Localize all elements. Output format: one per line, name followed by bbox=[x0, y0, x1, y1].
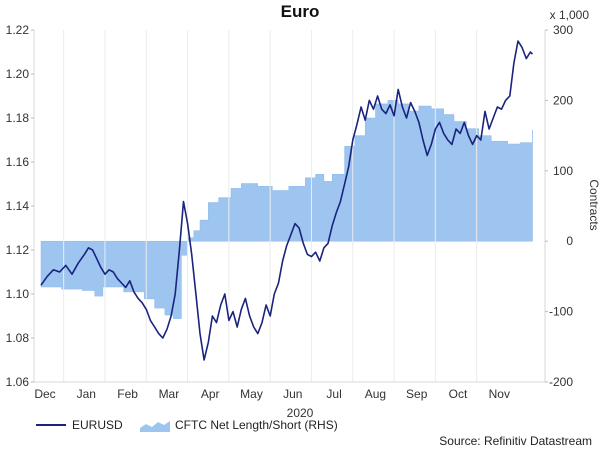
right-tick-label: 200 bbox=[553, 93, 573, 107]
month-tick-label: Jan bbox=[77, 387, 96, 401]
source-note: Source: Refinitiv Datastream bbox=[439, 434, 592, 448]
legend-area-swatch bbox=[140, 421, 170, 432]
month-tick-label: Apr bbox=[201, 387, 220, 401]
left-tick-label: 1.10 bbox=[6, 287, 30, 301]
month-tick-label: May bbox=[240, 387, 263, 401]
left-tick-label: 1.22 bbox=[6, 23, 30, 37]
grid-layer bbox=[63, 30, 478, 382]
month-tick-label: Nov bbox=[489, 387, 510, 401]
right-tick-label: 300 bbox=[553, 23, 573, 37]
cftc-area-layer bbox=[40, 100, 533, 319]
right-tick-label: -100 bbox=[549, 305, 573, 319]
month-axis-ticks: Dec Jan Feb Mar Apr May Jun Jul Aug Sep Oct Nov bbox=[34, 387, 510, 401]
right-tick-label: 0 bbox=[566, 234, 573, 248]
month-tick-label: Aug bbox=[365, 387, 386, 401]
month-tick-label: Dec bbox=[34, 387, 55, 401]
eurusd-line-layer bbox=[40, 40, 534, 361]
month-tick-label: Jun bbox=[283, 387, 302, 401]
right-axis-title: Contracts bbox=[587, 179, 600, 230]
month-tick-label: Feb bbox=[117, 387, 138, 401]
month-tick-label: Mar bbox=[159, 387, 180, 401]
right-axis-unit: x 1,000 bbox=[550, 8, 590, 22]
legend-area-label: CFTC Net Length/Short (RHS) bbox=[175, 418, 338, 432]
cftc-area bbox=[40, 100, 533, 319]
left-tick-label: 1.18 bbox=[6, 111, 30, 125]
eurusd-line bbox=[40, 40, 534, 361]
left-tick-label: 1.20 bbox=[6, 67, 30, 81]
month-tick-label: Jul bbox=[326, 387, 341, 401]
left-tick-label: 1.12 bbox=[6, 243, 30, 257]
left-tick-label: 1.16 bbox=[6, 155, 30, 169]
chart-title: Euro bbox=[281, 2, 320, 21]
left-tick-label: 1.14 bbox=[6, 199, 30, 213]
left-axis-ticks: 1.06 1.08 1.10 1.12 1.14 1.16 1.18 1.20 1.22 bbox=[6, 23, 34, 389]
right-tick-label: -200 bbox=[549, 375, 573, 389]
x-axis-year-label: 2020 bbox=[287, 406, 314, 420]
legend: EURUSD CFTC Net Length/Short (RHS) bbox=[36, 418, 338, 432]
left-tick-label: 1.06 bbox=[6, 375, 30, 389]
month-tick-label: Oct bbox=[449, 387, 468, 401]
right-axis-ticks: -200 -100 0 100 200 300 bbox=[545, 23, 573, 389]
left-tick-label: 1.08 bbox=[6, 331, 30, 345]
month-tick-label: Sep bbox=[406, 387, 428, 401]
right-tick-label: 100 bbox=[553, 164, 573, 178]
legend-line-label: EURUSD bbox=[72, 418, 123, 432]
